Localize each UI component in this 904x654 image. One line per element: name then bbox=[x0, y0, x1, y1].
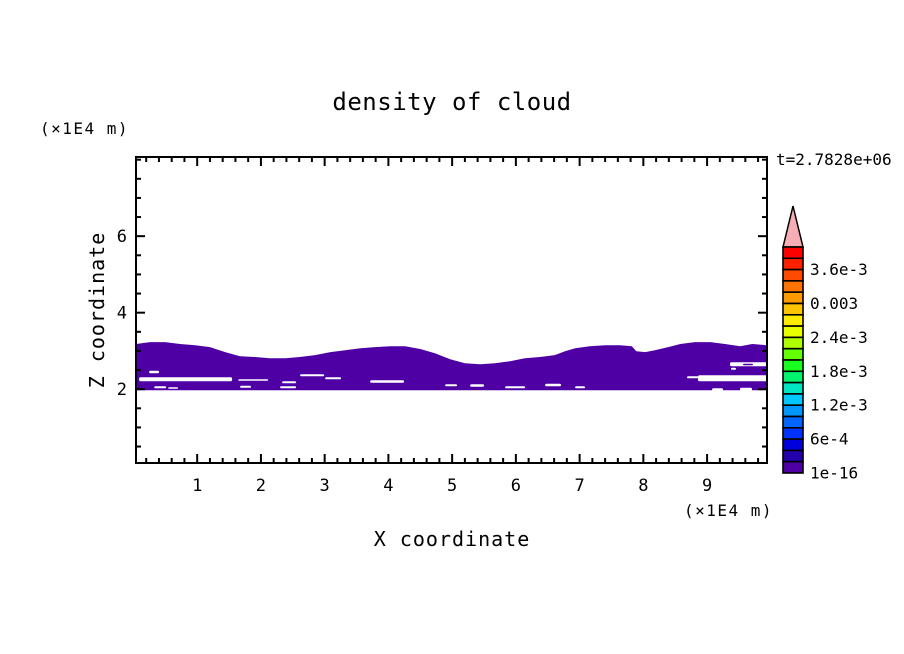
colorbar-label: 6e-4 bbox=[810, 430, 849, 449]
x-tick-label: 2 bbox=[256, 476, 266, 496]
chart-title: density of cloud bbox=[332, 88, 572, 116]
x-tick-label: 1 bbox=[192, 476, 202, 496]
x-tick-label: 6 bbox=[511, 476, 521, 496]
z-axis-unit-label: (×1E4 m) bbox=[40, 119, 130, 138]
colorbar-cell bbox=[782, 404, 804, 418]
colorbar-label: 2.4e-3 bbox=[810, 328, 868, 347]
colorbar-cell bbox=[782, 268, 804, 282]
cloud-gap bbox=[300, 374, 325, 377]
cloud-gap bbox=[370, 380, 405, 383]
z-tick-label: 6 bbox=[117, 227, 127, 247]
cloud-gap bbox=[325, 377, 342, 380]
cloud-dash bbox=[743, 363, 753, 366]
x-tick-label: 9 bbox=[702, 476, 712, 496]
colorbar-label: 1.2e-3 bbox=[810, 396, 868, 415]
x-tick-label: 8 bbox=[638, 476, 648, 496]
colorbar-cell bbox=[782, 370, 804, 384]
colorbar-cell bbox=[782, 359, 804, 373]
x-tick-label: 3 bbox=[320, 476, 330, 496]
colorbar-cell bbox=[782, 313, 804, 327]
time-annotation: t=2.7828e+06 bbox=[776, 150, 892, 169]
cloud-gap bbox=[280, 386, 297, 389]
x-tick-label: 4 bbox=[383, 476, 393, 496]
cloud-gap bbox=[238, 379, 269, 381]
colorbar-cell bbox=[782, 438, 804, 452]
colorbar-cell bbox=[782, 381, 804, 395]
z-tick-label: 4 bbox=[117, 304, 127, 324]
colorbar-label: 3.6e-3 bbox=[810, 260, 868, 279]
z-tick-label: 2 bbox=[117, 380, 127, 400]
colorbar-cell bbox=[782, 393, 804, 406]
colorbar-cell bbox=[782, 336, 804, 350]
cloud-gap bbox=[139, 377, 233, 382]
colorbar-cell bbox=[782, 460, 804, 474]
cloud-gap bbox=[731, 367, 736, 370]
x-tick-label: 7 bbox=[574, 476, 584, 496]
cloud-gap bbox=[470, 384, 485, 387]
colorbar-cell bbox=[782, 325, 804, 339]
colorbar-cell bbox=[782, 426, 804, 440]
colorbar-label: 1e-16 bbox=[810, 464, 858, 483]
cloud-gap bbox=[282, 381, 297, 384]
colorbar-cell bbox=[782, 280, 804, 293]
colorbar-cell bbox=[782, 302, 804, 316]
cloud-gap bbox=[575, 386, 586, 389]
cloud-gap bbox=[168, 387, 179, 389]
colorbar-cell bbox=[782, 257, 804, 271]
cloud-gap bbox=[687, 376, 699, 379]
cloud-gap bbox=[712, 388, 724, 392]
colorbar-cell bbox=[782, 449, 804, 463]
colorbar-label: 1.8e-3 bbox=[810, 362, 868, 381]
cloud-gap bbox=[240, 385, 252, 388]
colorbar-label: 0.003 bbox=[810, 294, 858, 313]
x-tick-label: 5 bbox=[447, 476, 457, 496]
cloud-gap bbox=[505, 386, 526, 389]
plot-frame bbox=[135, 156, 768, 464]
cloud-gap bbox=[149, 370, 160, 374]
colorbar-cell bbox=[782, 291, 804, 305]
cloud-density-band bbox=[136, 342, 767, 391]
x-axis-unit-label: (×1E4 m) bbox=[684, 501, 774, 520]
colorbar-cell bbox=[782, 415, 804, 429]
colorbar-cell bbox=[782, 347, 804, 361]
colorbar-cell bbox=[782, 246, 804, 260]
colorbar-overflow-arrow bbox=[782, 205, 804, 248]
cloud-gap bbox=[698, 375, 767, 382]
x-axis-title: X coordinate bbox=[373, 527, 531, 551]
cloud-gap bbox=[445, 384, 458, 387]
cloud-gap bbox=[154, 386, 167, 389]
cloud-gap bbox=[740, 387, 752, 391]
cloud-gap bbox=[545, 383, 562, 387]
